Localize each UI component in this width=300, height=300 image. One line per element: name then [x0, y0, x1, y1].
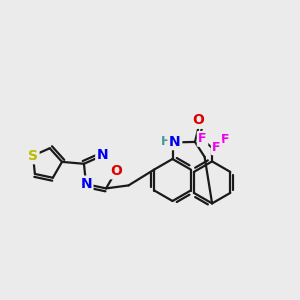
Text: O: O [193, 113, 205, 127]
Text: H: H [161, 135, 171, 148]
Text: F: F [220, 133, 229, 146]
Text: N: N [169, 135, 181, 148]
Text: F: F [212, 141, 221, 154]
Text: N: N [80, 177, 92, 191]
Text: S: S [28, 149, 38, 163]
Text: O: O [110, 164, 122, 178]
Text: N: N [97, 148, 108, 163]
Text: F: F [198, 132, 207, 146]
